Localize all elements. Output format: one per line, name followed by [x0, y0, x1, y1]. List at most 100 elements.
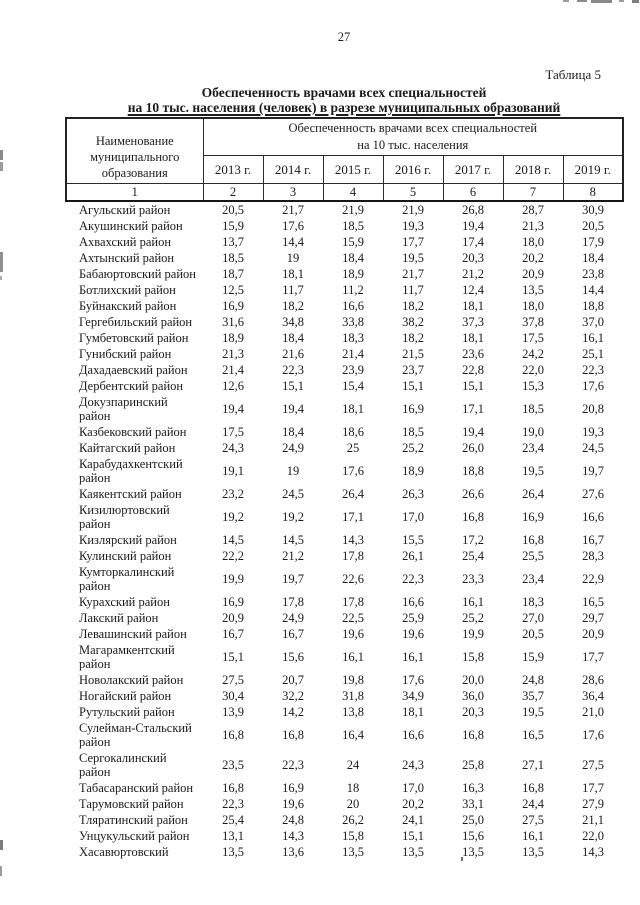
- district-name: Кизилюртовский район: [79, 503, 170, 531]
- value-cell: 18,5: [342, 219, 364, 233]
- scan-artifact: [563, 0, 569, 2]
- value-cell: 37,8: [522, 315, 544, 329]
- page-number: 27: [337, 30, 351, 44]
- value-cell: 19,6: [282, 797, 304, 811]
- value-cell: 32,2: [282, 689, 304, 703]
- value-cell: 18,4: [582, 251, 604, 265]
- value-cell: 31,8: [342, 689, 364, 703]
- value-cell: 12,5: [222, 283, 244, 297]
- value-cell: 22,3: [582, 363, 604, 377]
- col-header-year: 2015 г.: [322, 155, 384, 184]
- value-cell: 21,2: [282, 549, 304, 563]
- value-cell: 18,2: [402, 331, 424, 345]
- value-cell: 19,4: [222, 402, 244, 416]
- value-cell: 25,9: [402, 611, 424, 625]
- value-cell: 16,8: [462, 728, 484, 742]
- value-cell: 18,5: [222, 251, 244, 265]
- value-cell: 16,7: [582, 533, 604, 547]
- table-row: Кизлярский район 14,5 14,5 14,3 15,5 17,…: [66, 532, 623, 548]
- value-cell: 19,4: [282, 402, 304, 416]
- value-cell: 18,9: [342, 267, 364, 281]
- value-cell: 13,5: [462, 845, 484, 859]
- value-cell: 24,9: [282, 611, 304, 625]
- value-cell: 24,4: [522, 797, 544, 811]
- value-cell: 34,9: [402, 689, 424, 703]
- value-cell: 23,3: [462, 572, 484, 586]
- table-row: Курахский район 16,9 17,8 17,8 16,6 16,1…: [66, 594, 623, 610]
- header-row-years: 2013 г. 2014 г. 2015 г. 2016 г. 2017 г. …: [66, 155, 624, 184]
- value-cell: 11,7: [282, 283, 304, 297]
- value-cell: 13,8: [342, 705, 364, 719]
- value-cell: 15,8: [462, 650, 484, 664]
- district-name: Бабаюртовский район: [79, 267, 196, 281]
- value-cell: 16,5: [522, 728, 544, 742]
- value-cell: 26,2: [342, 813, 364, 827]
- district-name: Гумбетовский район: [79, 331, 189, 345]
- district-name: Гергебильский район: [79, 315, 193, 329]
- value-cell: 17,4: [462, 235, 484, 249]
- value-cell: 19,8: [342, 673, 364, 687]
- value-cell: 18,5: [402, 425, 424, 439]
- district-name: Ахтынский район: [79, 251, 175, 265]
- header-row-group: Наименование муниципального образования …: [65, 117, 624, 184]
- district-name: Каякентский район: [79, 487, 182, 501]
- value-cell: 17,7: [402, 235, 424, 249]
- value-cell: 19,4: [462, 425, 484, 439]
- district-name: Левашинский район: [79, 627, 187, 641]
- value-cell: 23,4: [522, 441, 544, 455]
- value-cell: 25,4: [222, 813, 244, 827]
- table-row: Хасавюртовский 13,5 13,6 13,5 13,5 13,5 …: [66, 844, 623, 860]
- district-name: Ногайский район: [79, 689, 172, 703]
- value-cell: 27,6: [582, 487, 604, 501]
- value-cell: 16,8: [222, 781, 244, 795]
- value-cell: 13,7: [222, 235, 244, 249]
- scan-artifact: [461, 857, 463, 861]
- value-cell: 26,4: [342, 487, 364, 501]
- value-cell: 13,5: [342, 845, 364, 859]
- table-body: Агульский район 20,5 21,7 21,9 21,9 26,8…: [66, 201, 623, 860]
- table-row: Акушинский район 15,9 17,6 18,5 19,3 19,…: [66, 218, 623, 234]
- value-cell: 25,2: [462, 611, 484, 625]
- value-cell: 16,7: [282, 627, 304, 641]
- value-cell: 31,6: [222, 315, 244, 329]
- col-header-year: 2019 г.: [562, 155, 624, 184]
- value-cell: 22,3: [282, 363, 304, 377]
- value-cell: 22,3: [402, 572, 424, 586]
- value-cell: 15,6: [462, 829, 484, 843]
- value-cell: 16,8: [462, 510, 484, 524]
- index-cell: 6: [442, 183, 504, 202]
- value-cell: 15,4: [342, 379, 364, 393]
- value-cell: 20,7: [282, 673, 304, 687]
- value-cell: 22,5: [342, 611, 364, 625]
- district-name: Ахвахский район: [79, 235, 172, 249]
- value-cell: 22,9: [582, 572, 604, 586]
- value-cell: 17,7: [582, 781, 604, 795]
- value-cell: 18,1: [342, 402, 364, 416]
- value-cell: 33,1: [462, 797, 484, 811]
- value-cell: 29,7: [582, 611, 604, 625]
- value-cell: 25,8: [462, 758, 484, 772]
- scan-artifact: [619, 0, 624, 2]
- table-row: Дахадаевский район 21,4 22,3 23,9 23,7 2…: [66, 362, 623, 378]
- value-cell: 16,7: [222, 627, 244, 641]
- value-cell: 19,7: [282, 572, 304, 586]
- value-cell: 13,6: [282, 845, 304, 859]
- value-cell: 17,6: [582, 728, 604, 742]
- value-cell: 17,1: [462, 402, 484, 416]
- value-cell: 24,5: [582, 441, 604, 455]
- value-cell: 15,1: [402, 379, 424, 393]
- value-cell: 37,3: [462, 315, 484, 329]
- value-cell: 16,1: [342, 650, 364, 664]
- data-table: Наименование муниципального образования …: [65, 117, 624, 860]
- table-row: Рутульский район 13,9 14,2 13,8 18,1 20,…: [66, 704, 623, 720]
- table-row: Тляратинский район 25,4 24,8 26,2 24,1 2…: [66, 812, 623, 828]
- value-cell: 16,6: [402, 595, 424, 609]
- value-cell: 18,3: [342, 331, 364, 345]
- district-name: Карабудахкентский район: [79, 457, 183, 485]
- district-name: Кизлярский район: [79, 533, 177, 547]
- value-cell: 30,9: [582, 203, 604, 217]
- index-cell: 7: [502, 183, 564, 202]
- value-cell: 33,8: [342, 315, 364, 329]
- value-cell: 16,1: [582, 331, 604, 345]
- index-cell: 8: [562, 183, 624, 202]
